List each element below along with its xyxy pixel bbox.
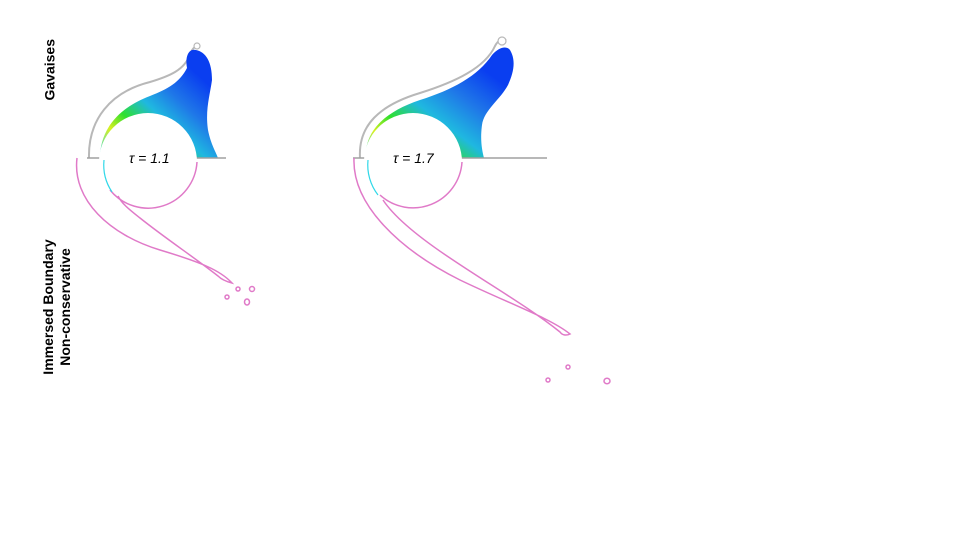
case-2-droplet xyxy=(545,377,551,383)
case-1-sphere xyxy=(99,113,197,211)
case-2-sphere-ib-edge xyxy=(379,161,463,209)
case-1-droplet xyxy=(248,285,256,293)
case-1-sphere-ib-edge xyxy=(109,161,198,209)
case-1-ib-outline xyxy=(75,157,235,285)
case-2-panel xyxy=(353,36,611,385)
case-2-sphere-cyan-edge xyxy=(367,159,379,196)
case-1-droplet xyxy=(235,286,241,292)
case-2-sphere xyxy=(364,113,462,211)
case-1-droplet xyxy=(243,298,251,306)
case-1-droplet xyxy=(224,294,230,300)
case-2-gavaises-tip xyxy=(497,36,507,46)
case-2-ib-outline xyxy=(353,157,572,336)
case-1-gavaises-tip xyxy=(193,42,201,50)
case-1-sphere-cyan-edge xyxy=(103,159,113,193)
case-2-droplet xyxy=(565,364,571,370)
case-2-droplet xyxy=(603,377,611,385)
case-1-panel xyxy=(75,42,256,306)
case-2-tau-label: τ = 1.7 xyxy=(393,150,434,166)
case-1-tau-label: τ = 1.1 xyxy=(129,150,170,166)
